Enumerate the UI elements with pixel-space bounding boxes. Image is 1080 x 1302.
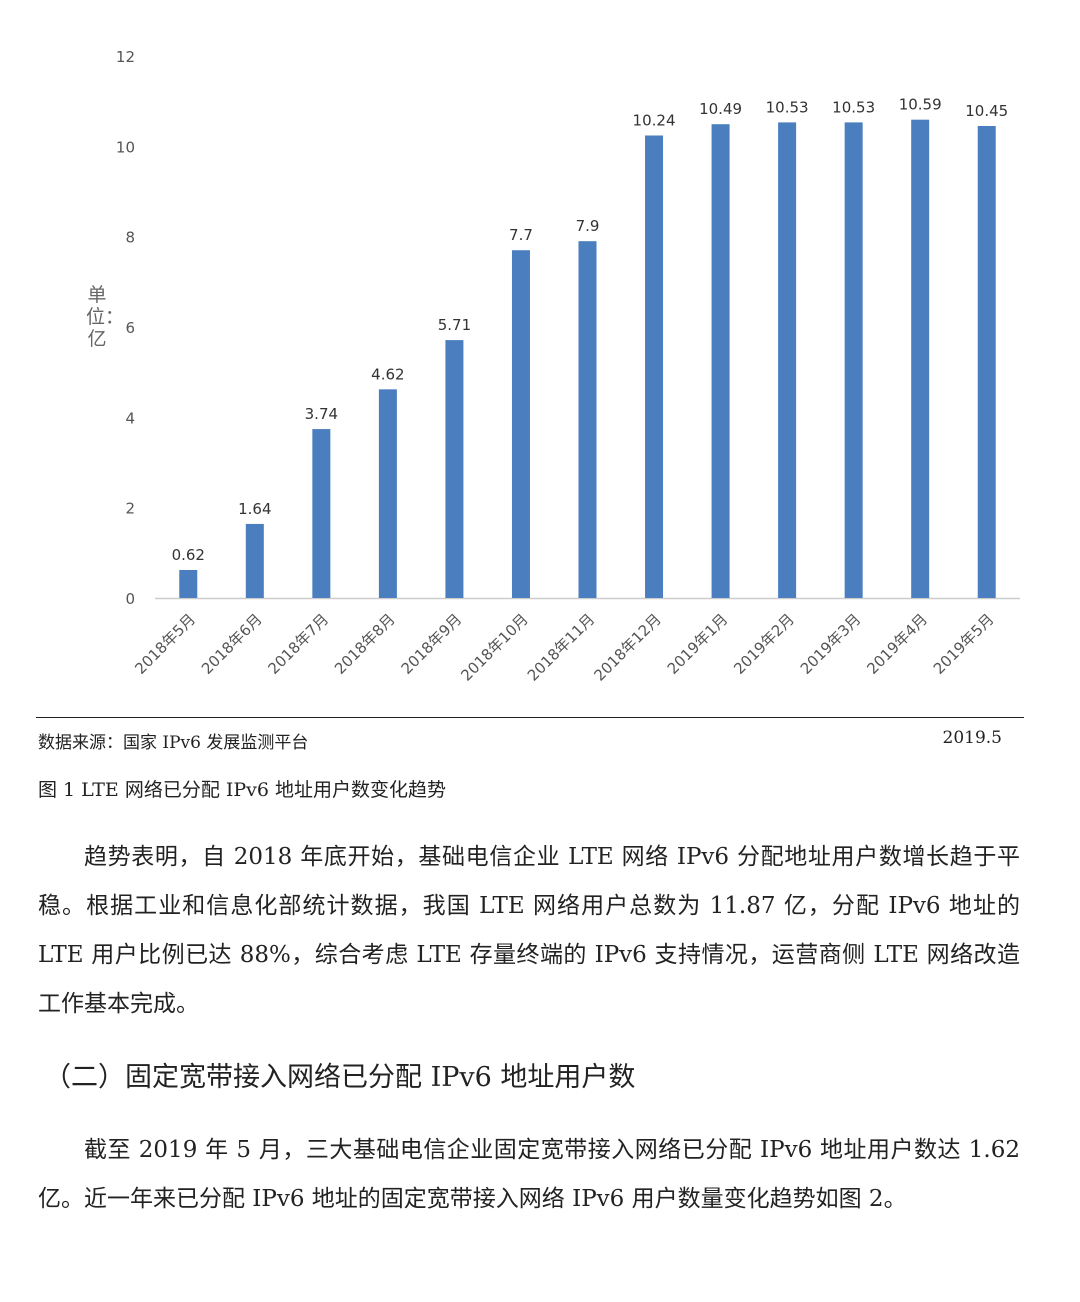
y-tick-label: 8 (125, 229, 135, 247)
data-label: 10.53 (832, 98, 875, 116)
data-label: 3.74 (305, 405, 338, 423)
x-tick-label: 2018年11月 (524, 610, 598, 684)
data-label: 0.62 (172, 546, 205, 564)
bar (844, 122, 863, 599)
x-tick-label: 2018年6月 (198, 610, 266, 678)
bar (711, 124, 730, 599)
data-label: 10.49 (699, 100, 742, 118)
bar (245, 523, 264, 598)
bar-chart: 0 2 4 6 8 10 12 0.62 2018年5月 1.64 2018年6月 3.74 2018年… (116, 48, 1020, 685)
x-tick-label: 2018年10月 (457, 610, 531, 684)
x-tick-label: 2019年2月 (730, 610, 798, 678)
data-label: 10.24 (633, 111, 676, 129)
x-tick-label: 2018年12月 (590, 610, 664, 684)
y-tick-label: 0 (125, 590, 135, 608)
data-source: 数据来源：国家 IPv6 发展监测平台 (38, 733, 309, 753)
data-label: 4.62 (371, 365, 404, 383)
bar (179, 569, 198, 598)
divider (36, 717, 1024, 718)
y-tick-label: 6 (125, 319, 135, 337)
bar (911, 119, 930, 598)
figure-caption: 图 1 LTE 网络已分配 IPv6 地址用户数变化趋势 (38, 779, 447, 801)
y-axis-label: 单位：亿 (86, 284, 125, 350)
x-tick-label: 2018年7月 (264, 610, 332, 678)
bar (578, 241, 597, 598)
data-label: 10.53 (766, 98, 809, 116)
x-tick-label: 2018年9月 (398, 610, 466, 678)
data-label: 5.71 (438, 316, 471, 334)
bar (511, 250, 530, 598)
y-tick-label: 10 (116, 138, 135, 156)
bar (645, 135, 664, 598)
figure-date: 2019.5 (942, 728, 1002, 748)
data-label: 10.45 (965, 102, 1008, 120)
paragraph-1: 趋势表明，自 2018 年底开始，基础电信企业 LTE 网络 IPv6 分配地址… (38, 844, 1020, 1017)
y-tick-label: 4 (125, 409, 135, 427)
x-tick-label: 2018年8月 (331, 610, 399, 678)
data-label: 7.7 (509, 226, 533, 244)
bar (977, 126, 996, 598)
bar (312, 429, 331, 598)
x-tick-label: 2019年4月 (863, 610, 931, 678)
paragraph-2: 截至 2019 年 5 月，三大基础电信企业固定宽带接入网络已分配 IPv6 地… (38, 1137, 1020, 1212)
x-tick-label: 2019年1月 (664, 610, 732, 678)
data-label: 10.59 (899, 96, 942, 114)
x-tick-label: 2018年5月 (131, 610, 199, 678)
data-label: 1.64 (238, 500, 271, 518)
x-tick-label: 2019年5月 (930, 610, 998, 678)
y-tick-label: 2 (125, 500, 135, 518)
data-label: 7.9 (576, 217, 600, 235)
bar (445, 340, 464, 598)
bar (378, 389, 397, 598)
x-tick-label: 2019年3月 (797, 610, 865, 678)
bar (778, 122, 797, 599)
section-heading: （二）固定宽带接入网络已分配 IPv6 地址用户数 (44, 1062, 636, 1093)
y-tick-label: 12 (116, 48, 135, 66)
